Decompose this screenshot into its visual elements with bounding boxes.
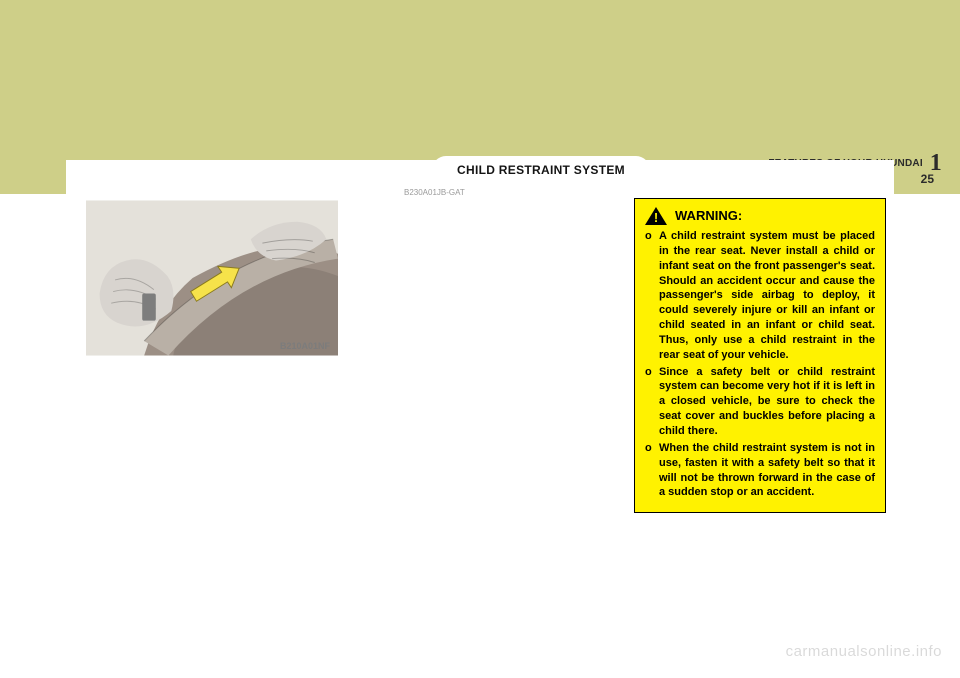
content-columns: B210A01NF ! WARNING: o bbox=[86, 198, 886, 658]
column-right: ! WARNING: o A child restraint system mu… bbox=[634, 198, 886, 658]
warning-item-text: A child restraint system must be placed … bbox=[659, 229, 875, 363]
warning-triangle-icon: ! bbox=[645, 207, 667, 225]
warning-item-text: When the child restraint system is not i… bbox=[659, 441, 875, 500]
warning-header: ! WARNING: bbox=[645, 207, 875, 225]
warning-box: ! WARNING: o A child restraint system mu… bbox=[634, 198, 886, 513]
seatbelt-illustration-svg bbox=[86, 198, 338, 358]
illus-latch-plate bbox=[142, 294, 156, 321]
column-middle bbox=[360, 198, 612, 658]
page-number: 25 bbox=[921, 172, 934, 186]
watermark: carmanualsonline.info bbox=[786, 643, 942, 660]
svg-text:!: ! bbox=[654, 210, 658, 225]
warning-bullet: o bbox=[645, 229, 659, 363]
section-tab-label: CHILD RESTRAINT SYSTEM bbox=[457, 163, 625, 177]
section-subcode: B230A01JB-GAT bbox=[404, 188, 465, 197]
warning-bullet: o bbox=[645, 365, 659, 439]
section-tab: CHILD RESTRAINT SYSTEM bbox=[432, 156, 650, 184]
warning-item-text: Since a safety belt or child restraint s… bbox=[659, 365, 875, 439]
page-root: FEATURES OF YOUR HYUNDAI 1 25 CHILD REST… bbox=[0, 0, 960, 678]
warning-item: o A child restraint system must be place… bbox=[645, 229, 875, 363]
warning-item: o Since a safety belt or child restraint… bbox=[645, 365, 875, 439]
warning-bullet: o bbox=[645, 441, 659, 500]
warning-title: WARNING: bbox=[675, 207, 742, 225]
illustration-code: B210A01NF bbox=[280, 340, 330, 352]
seatbelt-illustration: B210A01NF bbox=[86, 198, 338, 358]
warning-list: o A child restraint system must be place… bbox=[645, 229, 875, 500]
column-left: B210A01NF bbox=[86, 198, 338, 658]
warning-item: o When the child restraint system is not… bbox=[645, 441, 875, 500]
